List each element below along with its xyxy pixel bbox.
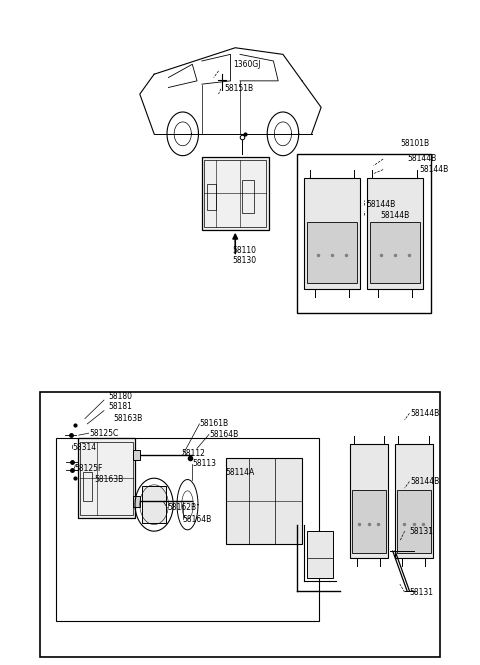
Text: 58181: 58181: [109, 402, 132, 411]
Bar: [39, 392, 441, 657]
Bar: [80, 442, 132, 515]
Bar: [202, 157, 269, 230]
Bar: [226, 458, 302, 545]
Text: 58151B: 58151B: [225, 84, 254, 93]
Bar: [206, 184, 216, 210]
Text: 58144B: 58144B: [366, 200, 395, 209]
Text: 58163B: 58163B: [114, 414, 143, 423]
Bar: [78, 438, 135, 518]
Text: 58125C: 58125C: [90, 429, 119, 438]
Text: 1360GJ: 1360GJ: [233, 60, 260, 68]
Text: 58114A: 58114A: [226, 468, 255, 477]
Bar: [83, 471, 92, 501]
Text: 58163B: 58163B: [95, 475, 124, 484]
Text: 58144B: 58144B: [407, 154, 436, 164]
Text: 58130: 58130: [233, 257, 257, 265]
Text: 58144B: 58144B: [411, 409, 440, 418]
Bar: [307, 531, 333, 577]
Bar: [142, 486, 166, 523]
Bar: [396, 489, 431, 553]
Text: 58110: 58110: [233, 246, 257, 255]
Text: 58180: 58180: [109, 392, 133, 400]
Text: 58164B: 58164B: [183, 515, 212, 524]
Bar: [56, 438, 319, 620]
Text: 58144B: 58144B: [411, 477, 440, 486]
Text: 58125F: 58125F: [74, 464, 103, 473]
Text: 58113: 58113: [192, 459, 216, 468]
Text: 58144B: 58144B: [420, 165, 449, 174]
Bar: [297, 154, 431, 313]
Text: 58144B: 58144B: [381, 211, 410, 220]
Text: 58162B: 58162B: [168, 503, 197, 513]
Text: 58131: 58131: [409, 588, 433, 597]
Bar: [132, 496, 140, 507]
Bar: [307, 222, 357, 283]
Text: 58112: 58112: [182, 448, 205, 458]
Bar: [350, 444, 388, 559]
Bar: [352, 489, 386, 553]
Text: 58314: 58314: [72, 444, 96, 452]
Bar: [204, 160, 266, 227]
Bar: [367, 178, 423, 289]
Text: 58101B: 58101B: [400, 138, 429, 148]
Text: 58164B: 58164B: [209, 430, 238, 439]
Bar: [132, 450, 140, 460]
Bar: [304, 178, 360, 289]
Bar: [370, 222, 420, 283]
Text: 58131: 58131: [409, 527, 433, 536]
Bar: [395, 444, 432, 559]
Text: 58161B: 58161B: [199, 420, 228, 428]
Bar: [242, 180, 254, 213]
